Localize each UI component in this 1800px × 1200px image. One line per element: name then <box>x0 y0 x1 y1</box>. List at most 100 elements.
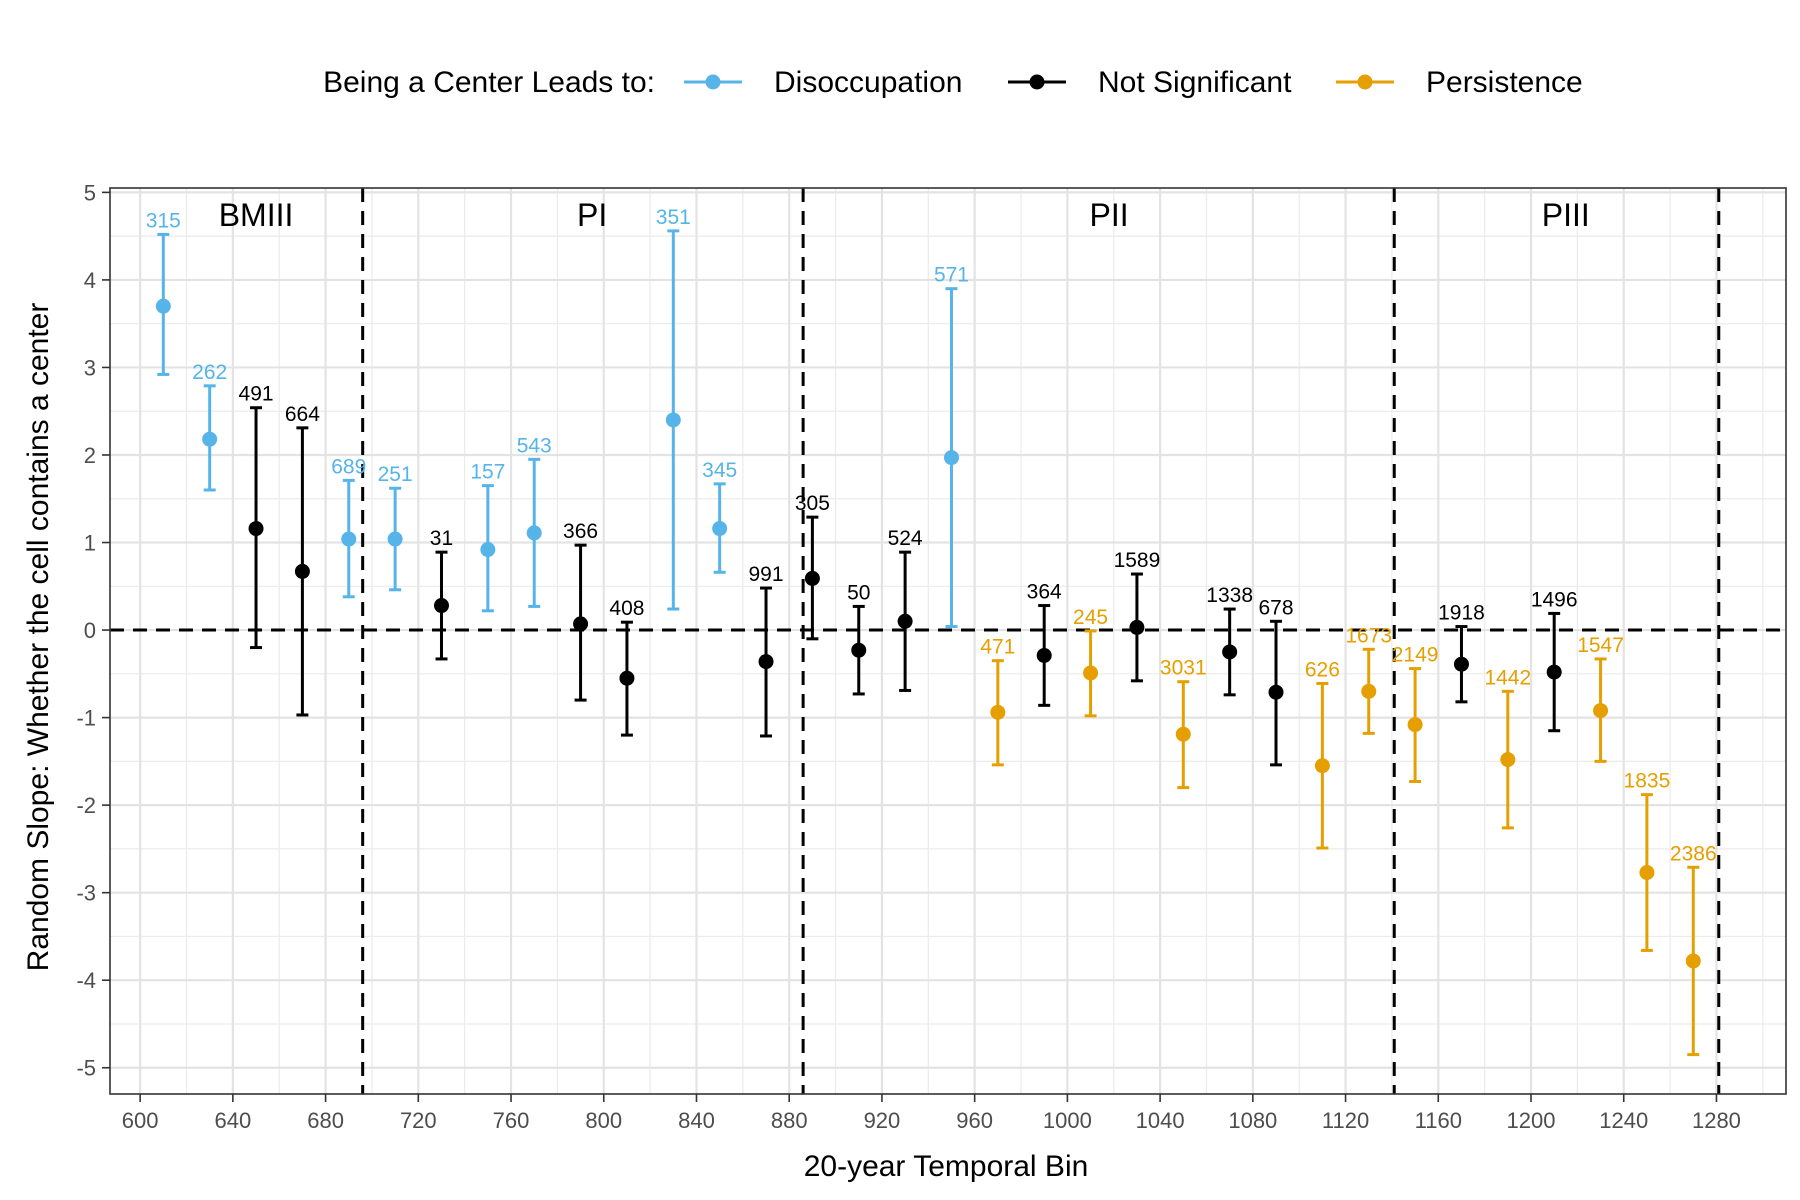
data-point <box>943 450 959 466</box>
period-label: PIII <box>1542 197 1590 233</box>
data-point-group: 364 <box>1027 581 1062 707</box>
data-point-group: 157 <box>470 461 505 613</box>
data-point-group: 3031 <box>1160 657 1207 790</box>
panel-border <box>109 187 1787 1095</box>
x-tick-label: 800 <box>585 1108 622 1133</box>
data-label: 1835 <box>1624 770 1671 793</box>
x-tick-label: 1120 <box>1322 1108 1369 1133</box>
legend-entry: Not Significant <box>1008 66 1292 99</box>
y-tick-label: 4 <box>84 268 96 293</box>
data-point-group: 471 <box>980 636 1015 767</box>
data-label: 524 <box>888 527 923 550</box>
x-tick-label: 640 <box>215 1108 252 1133</box>
x-tick-label: 760 <box>493 1108 530 1133</box>
data-label: 305 <box>795 492 830 515</box>
x-axis-label: 20-year Temporal Bin <box>804 1150 1089 1183</box>
data-point <box>851 642 867 658</box>
x-tick-label: 880 <box>771 1108 808 1133</box>
x-tick-label: 840 <box>678 1108 715 1133</box>
y-tick-label: -4 <box>76 968 96 993</box>
data-point <box>897 613 913 629</box>
data-point-group: 305 <box>795 492 830 641</box>
data-point-group: 1673 <box>1345 624 1392 735</box>
y-tick-label: 0 <box>84 618 96 643</box>
y-tick-label: -3 <box>76 881 96 906</box>
data-point-group: 1442 <box>1484 666 1531 830</box>
data-label: 262 <box>192 361 227 384</box>
data-label: 1918 <box>1438 602 1485 625</box>
y-tick-label: 3 <box>84 355 96 380</box>
data-point <box>1036 647 1052 663</box>
y-tick-label: 2 <box>84 443 96 468</box>
data-point-group: 245 <box>1073 606 1108 718</box>
data-point <box>1268 684 1284 700</box>
data-point-group: 664 <box>285 403 320 717</box>
y-tick-label: -5 <box>76 1056 96 1081</box>
data-point-group: 626 <box>1305 658 1340 850</box>
legend-label: Not Significant <box>1098 66 1292 99</box>
data-point-group: 2386 <box>1670 842 1717 1057</box>
data-point <box>990 704 1006 720</box>
data-label: 664 <box>285 403 320 426</box>
data-label: 408 <box>609 597 644 620</box>
period-label: PII <box>1090 197 1129 233</box>
data-point <box>387 531 403 547</box>
y-axis-label: Random Slope: Whether the cell contains … <box>22 303 55 972</box>
data-point <box>1129 619 1145 635</box>
x-tick-label: 1200 <box>1507 1108 1556 1133</box>
data-point-group: 31 <box>430 527 453 661</box>
data-point <box>1685 953 1701 969</box>
data-point-group: 1547 <box>1577 634 1624 763</box>
data-point-group: 991 <box>749 563 784 738</box>
data-point <box>480 542 496 558</box>
data-point-group: 1835 <box>1624 770 1671 952</box>
data-label: 689 <box>331 455 366 478</box>
data-point <box>1083 665 1099 681</box>
data-point-group: 2149 <box>1392 644 1438 783</box>
data-point-group: 1918 <box>1438 602 1485 704</box>
y-axis: 5 4 3 2 1 0 -1 -2 -3 -4 -5 <box>76 180 110 1081</box>
data-label: 245 <box>1073 606 1108 629</box>
y-tick-label: 1 <box>84 531 96 556</box>
x-tick-label: 720 <box>400 1108 437 1133</box>
data-point <box>248 521 264 537</box>
period-boundaries <box>361 188 1721 1094</box>
data-point-group: 1496 <box>1531 588 1578 733</box>
x-tick-label: 680 <box>307 1108 344 1133</box>
data-point-group: 366 <box>563 520 598 702</box>
data-label: 543 <box>517 434 552 457</box>
data-point <box>202 431 218 447</box>
y-tick-label: 5 <box>84 180 96 205</box>
data-point <box>712 521 728 537</box>
legend-label: Disoccupation <box>774 66 962 99</box>
data-point <box>1500 752 1516 768</box>
legend-entry: Disoccupation <box>684 66 962 99</box>
data-point <box>573 616 589 632</box>
data-point <box>341 531 357 547</box>
data-points: 315 262 491 664 689 251 31 157 543 366 408 351 345 99… <box>146 206 1717 1057</box>
data-point <box>758 654 774 670</box>
data-label: 1547 <box>1577 634 1624 657</box>
legend-entry: Persistence <box>1336 66 1583 99</box>
data-label: 351 <box>656 206 691 229</box>
x-tick-label: 1240 <box>1599 1108 1648 1133</box>
legend-key-point <box>1029 74 1045 90</box>
legend-label: Persistence <box>1426 66 1583 99</box>
x-tick-label: 960 <box>956 1108 993 1133</box>
data-point <box>433 598 449 614</box>
x-tick-label: 920 <box>864 1108 901 1133</box>
x-tick-label: 1160 <box>1415 1108 1462 1133</box>
data-point-group: 251 <box>378 463 413 592</box>
data-point <box>1639 865 1655 881</box>
data-point <box>526 525 542 541</box>
data-label: 1673 <box>1345 624 1392 647</box>
data-label: 678 <box>1258 596 1293 619</box>
data-label: 471 <box>980 636 1015 659</box>
x-axis: 600 640 680 720 760 800 840 880 920 960 1000 1040 10… <box>122 1094 1741 1133</box>
legend-title: Being a Center Leads to: <box>323 66 655 99</box>
panel-background <box>110 188 1786 1094</box>
data-point <box>1546 664 1562 680</box>
period-labels: BMIII PI PII PIII <box>219 197 1590 233</box>
data-point <box>1407 717 1423 733</box>
